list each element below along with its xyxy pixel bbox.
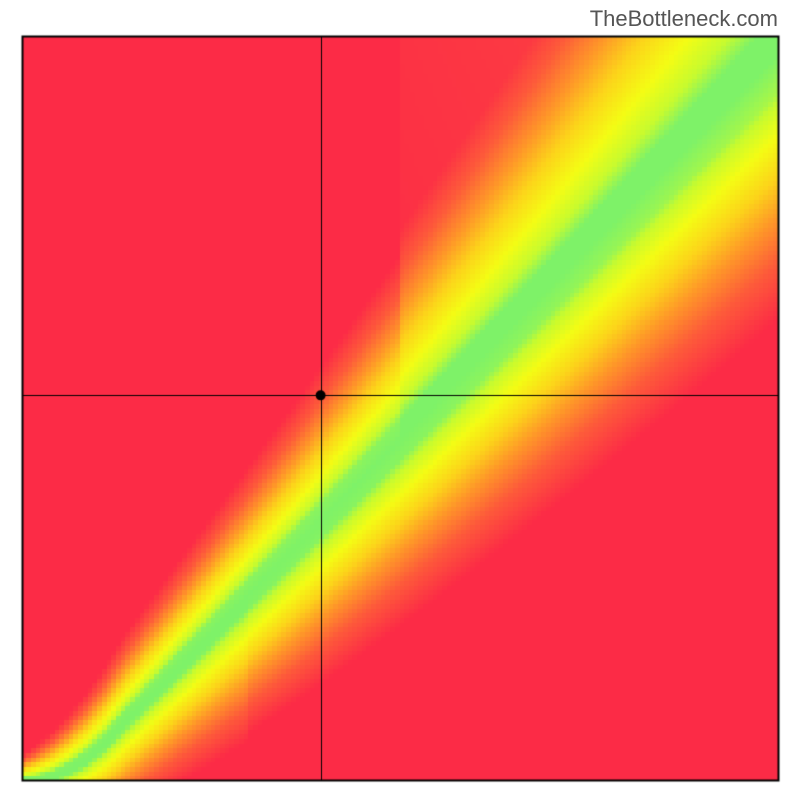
watermark: TheBottleneck.com [590, 6, 778, 32]
bottleneck-heatmap-canvas [0, 0, 800, 800]
chart-container: TheBottleneck.com [0, 0, 800, 800]
